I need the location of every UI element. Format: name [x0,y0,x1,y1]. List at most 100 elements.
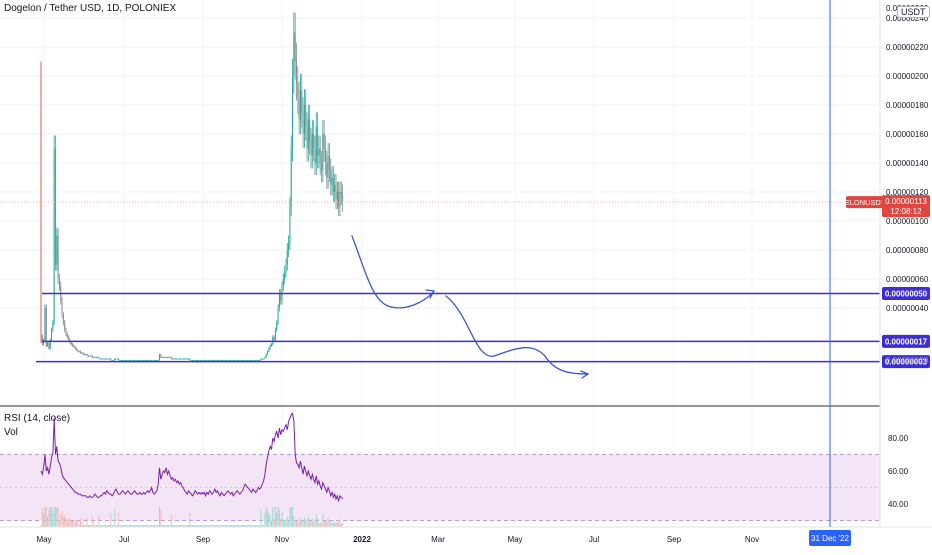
volume-bar-26 [74,520,76,527]
candle-body-58 [116,358,118,360]
candle-body-34 [85,354,87,356]
grid-lines [0,0,880,527]
volume-bar-94 [164,525,166,527]
candle-body-229 [342,194,344,203]
time-tick-label-1: Jul [119,535,129,544]
candle-body-149 [236,360,238,361]
candle-body-24 [72,344,74,346]
time-tick-label-6: May [507,535,522,544]
candle-body-206 [311,134,313,156]
candle-body-191 [292,76,294,149]
volume-bar-172 [267,510,269,527]
candle-body-74 [137,360,139,361]
time-tick-label-7: Jul [589,535,599,544]
date-marker-tag-bg [809,530,851,546]
volume-bar-188 [288,521,290,527]
candle-body-178 [274,329,276,340]
volume-bar-165 [257,525,259,527]
volume-bar-133 [215,525,217,527]
volume-bar-33 [83,525,85,527]
volume-bar-189 [289,507,291,527]
candle-body-168 [261,358,263,360]
candle-body-214 [322,134,324,171]
candle-body-226 [338,192,340,207]
candle-body-32 [82,352,84,355]
candle-body-83 [149,360,151,361]
level-tag-0: 0.00000050 [885,290,928,299]
volume-bar-30 [80,519,82,527]
volume-bar-115 [191,525,193,527]
volume-bar-0 [40,525,42,527]
volume-bar-120 [198,525,200,527]
volume-bar-71 [134,525,136,527]
volume-bar-211 [318,522,320,527]
volume-bar-118 [195,525,197,527]
volume-bar-1 [41,507,43,527]
volume-bar-59 [118,513,120,527]
volume-bar-181 [278,510,280,527]
candle-body-217 [326,163,328,178]
volume-bar-218 [327,518,329,527]
currency-badge[interactable]: USDT [897,6,930,18]
volume-bar-45 [99,525,101,527]
volume-bar-32 [82,518,84,527]
candle-body-117 [194,360,196,361]
volume-bar-40 [93,525,95,527]
volume-bar-146 [232,525,234,527]
candle-body-27 [76,348,78,351]
candle-body-167 [260,358,262,361]
candle-body-228 [340,192,342,195]
candle-body-37 [89,355,91,357]
price-tick-label-4: 0.00000160 [886,130,929,139]
candle-body-62 [122,360,124,361]
candle-body-220 [330,170,332,185]
volume-bar-98 [169,525,171,527]
candle-body-95 [165,357,167,359]
volume-bar-177 [273,519,275,527]
candle-body-78 [143,360,145,361]
volume-bar-5 [47,516,49,527]
volume-bar-164 [256,525,258,527]
volume-bar-110 [185,525,187,527]
candle-body-28 [77,350,79,352]
volume-bar-8 [51,507,53,527]
volume-bar-82 [148,525,150,527]
symbol-tag-bg [846,196,884,209]
candle-body-54 [111,360,113,361]
volume-bar-57 [115,525,117,527]
rsi-tick-label-2: 40.00 [888,500,909,509]
volume-bar-23 [70,521,72,527]
volume-bar-139 [223,525,225,527]
volume-bar-43 [97,525,99,527]
volume-bar-93 [162,525,164,527]
candle-body-16 [61,300,63,316]
volume-bar-42 [95,525,97,527]
candle-body-221 [331,177,333,185]
price-tick-label-7: 0.00000100 [886,217,929,226]
chart-title: Dogelon / Tether USD, 1D, POLONIEX [4,3,177,14]
volume-bar-103 [176,525,178,527]
volume-bar-31 [81,525,83,527]
volume-bar-184 [282,519,284,527]
candle-body-86 [153,360,155,361]
volume-bar-49 [105,525,107,527]
volume-title: Vol [4,427,18,438]
volume-bar-162 [253,525,255,527]
candle-body-4 [45,308,47,346]
candle-body-90 [159,354,161,361]
candle-body-71 [134,360,136,361]
candle-body-67 [128,360,130,361]
candle-body-12 [56,235,58,265]
volume-bar-95 [165,525,167,527]
volume-bar-92 [161,525,163,527]
volume-bar-187 [286,516,288,527]
volume-bar-114 [190,525,192,527]
candle-body-159 [249,360,251,361]
volume-bar-135 [218,525,220,527]
candle-body-216 [324,148,326,163]
time-tick-label-4: 2022 [353,535,371,544]
volume-bar-216 [324,521,326,527]
volume-bar-97 [168,525,170,527]
level-tag-1: 0.00000017 [885,337,928,346]
